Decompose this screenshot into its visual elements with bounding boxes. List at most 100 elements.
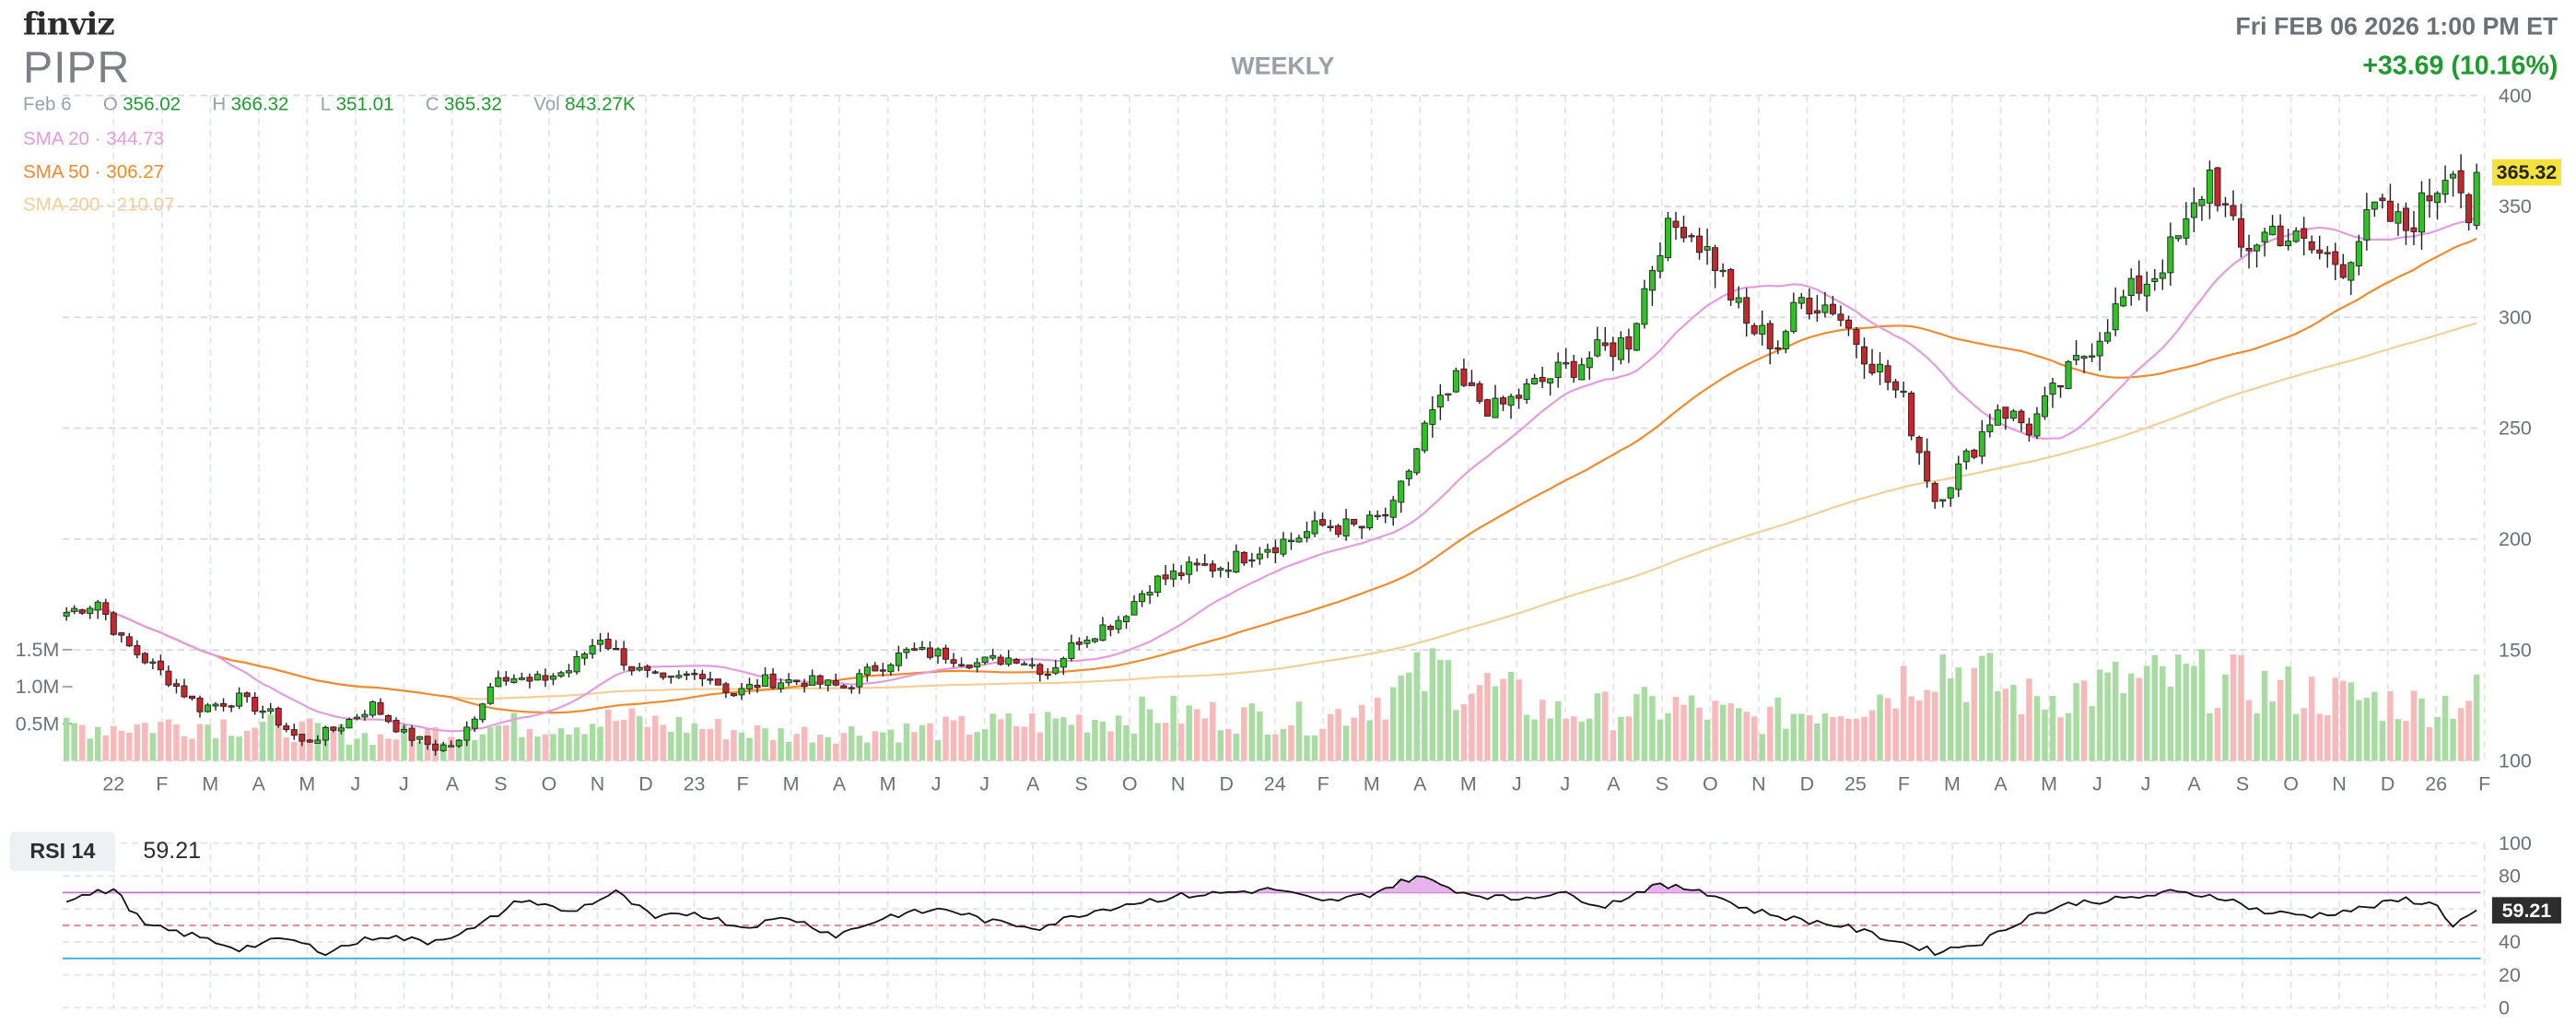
candle <box>1610 336 1617 371</box>
volume-bar <box>2316 713 2323 761</box>
volume-bar <box>997 719 1004 761</box>
candle-body <box>2049 383 2056 395</box>
candle <box>299 734 306 747</box>
candle <box>1013 657 1020 665</box>
candle <box>895 645 902 672</box>
x-tick-label: M <box>2041 773 2057 795</box>
x-tick-label: J <box>351 773 361 795</box>
volume-bar <box>1335 709 1341 761</box>
volume-bar <box>1029 713 1036 761</box>
x-tick-label: M <box>783 773 800 795</box>
candle-body <box>1468 382 1475 386</box>
rsi-tick-label: 80 <box>2499 865 2521 888</box>
volume-bar <box>1374 697 1381 761</box>
candle-body <box>1507 395 1515 406</box>
candle <box>1719 263 1727 277</box>
x-tick-label: 24 <box>1264 773 1286 795</box>
candle <box>1271 539 1279 564</box>
candle <box>87 606 94 619</box>
candle <box>1751 323 1758 336</box>
volume-bar <box>809 742 815 761</box>
candle <box>2112 287 2119 336</box>
candle <box>1436 383 1444 420</box>
candle-body <box>785 679 792 684</box>
candle <box>252 692 259 715</box>
candle <box>1162 565 1169 585</box>
candle <box>943 644 950 664</box>
volume-bar <box>2183 663 2190 761</box>
candle-body <box>1877 363 1884 372</box>
chart-datetime: Fri FEB 06 2026 1:00 PM ET <box>2235 13 2558 41</box>
candle <box>275 706 282 728</box>
candle <box>1539 366 1546 389</box>
candle-body <box>345 719 353 729</box>
candle-body <box>1821 304 1829 313</box>
candle <box>2332 242 2339 280</box>
candle <box>597 632 604 653</box>
candle-body <box>1971 449 1978 458</box>
candle <box>416 736 424 744</box>
candle <box>290 724 298 740</box>
candle <box>1978 419 1985 465</box>
volume-bar <box>2026 678 2032 761</box>
candle-body <box>78 609 86 614</box>
candle <box>1774 340 1782 355</box>
candle-body <box>1327 525 1334 529</box>
volume-bar <box>1257 711 1263 761</box>
sma50-legend[interactable]: SMA 50 · 306.27 <box>23 162 165 183</box>
candle <box>1971 448 1978 459</box>
volume-bar <box>769 739 777 761</box>
volume-bar <box>731 730 737 761</box>
candle-body <box>1099 624 1107 642</box>
candle <box>2120 289 2127 308</box>
candle <box>966 664 973 670</box>
candle <box>1342 509 1350 541</box>
sma20-legend[interactable]: SMA 20 · 344.73 <box>23 130 165 150</box>
sma200-legend[interactable]: SMA 200 · 210.07 <box>23 195 175 217</box>
price-change: +33.69 (10.16%) <box>2362 53 2558 81</box>
x-tick-label: O <box>1122 773 1138 795</box>
candle-body <box>2033 413 2041 437</box>
finviz-logo[interactable]: finviz <box>23 6 115 43</box>
candle <box>887 663 895 677</box>
candle-body <box>2104 332 2112 342</box>
volume-bar <box>165 719 172 761</box>
x-tick-label: A <box>1994 773 2008 795</box>
candle <box>306 738 313 743</box>
volume-bar <box>1154 723 1161 761</box>
volume-bar <box>2010 685 2017 761</box>
volume-bar <box>1288 724 1294 761</box>
volume-bar <box>1931 691 1938 761</box>
volume-bar <box>487 727 494 761</box>
candle <box>1068 634 1075 662</box>
rsi-tag-label: 59.21 <box>2502 900 2552 922</box>
candle-body <box>1044 673 1051 677</box>
candle <box>1821 291 1829 318</box>
candle-body <box>2355 241 2362 266</box>
rsi-label[interactable]: RSI 14 <box>9 831 116 872</box>
sma50-line <box>65 237 2477 714</box>
volume-bar <box>71 723 77 761</box>
candle-body <box>1633 323 1640 351</box>
volume-bar <box>448 736 454 761</box>
candle <box>1680 215 1688 242</box>
candle <box>1280 532 1287 558</box>
volume-bar <box>1036 732 1044 761</box>
candle <box>2230 190 2237 221</box>
candle <box>958 657 966 667</box>
candle-body <box>1335 525 1342 536</box>
volume-bar <box>778 727 784 761</box>
rsi-value: 59.21 <box>143 836 202 864</box>
candle <box>644 664 651 678</box>
candle-body <box>1766 323 1774 349</box>
candle-body <box>1727 268 1735 300</box>
candle <box>236 687 243 710</box>
volume-bar <box>2403 721 2409 761</box>
volume-bar <box>1460 703 1468 761</box>
candle-body <box>1460 368 1468 386</box>
ohlc-date: Feb 6 <box>23 95 72 116</box>
candle <box>1382 507 1389 524</box>
candle-body <box>102 602 110 615</box>
volume-bar <box>94 726 101 761</box>
